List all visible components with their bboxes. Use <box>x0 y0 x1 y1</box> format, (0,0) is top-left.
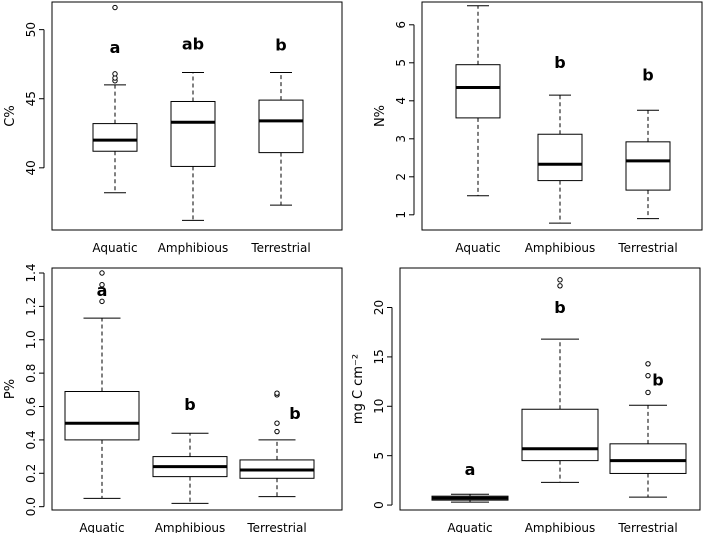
significance-letter: b <box>554 298 565 317</box>
y-tick-label: 1.2 <box>24 297 38 316</box>
box-iqr <box>92 123 138 152</box>
y-tick-label: 0.8 <box>24 364 38 383</box>
x-category-label: Aquatic <box>455 241 500 255</box>
box-iqr <box>521 408 599 462</box>
y-tick-label: 0.4 <box>24 430 38 449</box>
significance-letter: a <box>465 460 476 479</box>
y-axis-label: C% <box>3 105 18 126</box>
significance-letter: a <box>97 281 108 300</box>
significance-letter: a <box>110 38 121 57</box>
box-iqr <box>455 64 501 119</box>
x-category-label: Terrestrial <box>250 241 310 255</box>
outlier-point <box>645 361 651 367</box>
outlier-point <box>99 298 105 305</box>
y-axis-label: N% <box>373 105 388 127</box>
outlier-point <box>274 420 280 426</box>
box-iqr <box>64 391 140 441</box>
x-category-label: Amphibious <box>158 241 229 255</box>
x-category-label: Amphibious <box>525 241 596 255</box>
y-tick-label: 3 <box>394 135 408 143</box>
outlier-point <box>99 270 105 276</box>
significance-letter: b <box>642 65 653 84</box>
y-tick-label: 0.6 <box>24 397 38 416</box>
y-tick-label: 10 <box>372 399 386 414</box>
y-tick-label: 0.0 <box>24 497 38 516</box>
y-tick-label: 0 <box>372 501 386 509</box>
y-tick-label: 45 <box>24 91 38 106</box>
plot-frame <box>421 1 703 231</box>
y-tick-label: 50 <box>24 22 38 37</box>
outlier-point <box>645 372 651 379</box>
y-tick-label: 5 <box>394 59 408 67</box>
outlier-point <box>557 277 563 283</box>
significance-letter: b <box>554 53 565 72</box>
x-category-label: Amphibious <box>155 521 226 533</box>
outlier-point <box>645 389 651 396</box>
y-tick-label: 20 <box>372 300 386 315</box>
significance-letter: b <box>275 35 286 54</box>
y-axis-label: P% <box>3 379 18 399</box>
x-category-label: Amphibious <box>525 521 596 533</box>
y-tick-label: 1.0 <box>24 330 38 349</box>
y-tick-label: 6 <box>394 21 408 29</box>
x-category-label: Terrestrial <box>246 521 306 533</box>
outlier-point <box>274 390 280 396</box>
x-category-label: Terrestrial <box>617 521 677 533</box>
significance-letter: ab <box>182 34 204 53</box>
y-tick-label: 15 <box>372 349 386 364</box>
plot-frame <box>51 267 343 511</box>
x-category-label: Aquatic <box>447 521 492 533</box>
plot-frame <box>51 1 343 231</box>
y-tick-label: 2 <box>394 173 408 181</box>
y-tick-label: 1.4 <box>24 263 38 282</box>
box-iqr <box>609 443 687 474</box>
x-category-label: Aquatic <box>79 521 124 533</box>
plot-frame <box>399 267 701 511</box>
y-tick-label: 1 <box>394 211 408 219</box>
x-category-label: Terrestrial <box>617 241 677 255</box>
box-iqr <box>625 141 671 191</box>
significance-letter: b <box>184 395 195 414</box>
box-iqr <box>258 99 304 154</box>
y-tick-label: 5 <box>372 452 386 460</box>
outlier-point <box>112 71 118 77</box>
x-category-label: Aquatic <box>92 241 137 255</box>
outlier-point <box>557 283 563 289</box>
y-tick-label: 0.2 <box>24 464 38 483</box>
outlier-point <box>112 4 118 11</box>
outlier-point <box>99 281 105 288</box>
significance-letter: b <box>652 370 663 389</box>
y-tick-label: 40 <box>24 160 38 175</box>
box-iqr <box>537 133 583 182</box>
y-axis-label: mg C cm⁻² <box>351 354 366 424</box>
significance-letter: b <box>289 404 300 423</box>
outlier-point <box>274 428 280 435</box>
box-iqr <box>170 100 216 167</box>
y-tick-label: 4 <box>394 97 408 105</box>
